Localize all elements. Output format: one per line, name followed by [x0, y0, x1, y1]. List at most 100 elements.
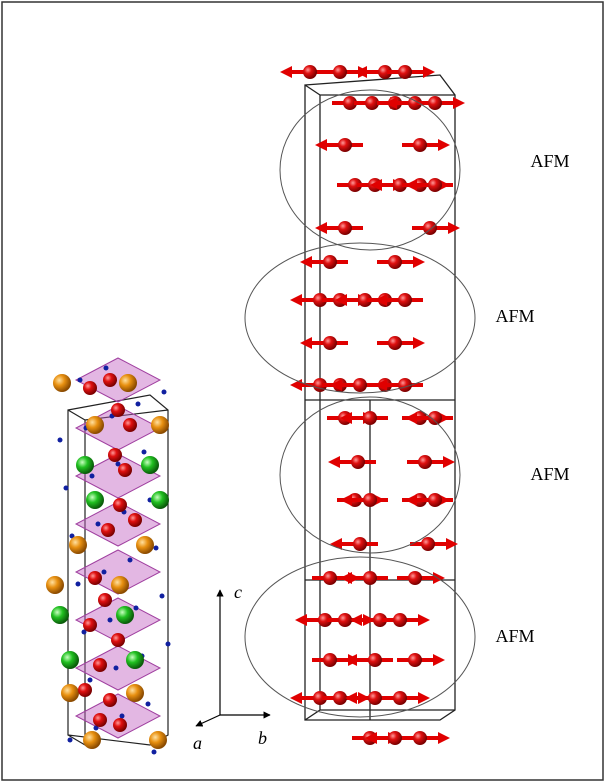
atom — [351, 455, 365, 469]
atom — [338, 138, 352, 152]
spin-head — [405, 412, 417, 424]
atom — [93, 713, 107, 727]
oxygen — [89, 473, 95, 479]
atom — [53, 374, 71, 392]
oxygen — [161, 389, 167, 395]
atom — [313, 691, 327, 705]
axis-label: c — [234, 582, 242, 602]
spin — [375, 378, 423, 392]
atom — [373, 613, 387, 627]
spin-head — [295, 614, 307, 626]
atom — [413, 731, 427, 745]
afm-label: AFM — [530, 151, 569, 171]
atom — [128, 513, 142, 527]
atom — [348, 178, 362, 192]
spin-head — [405, 179, 417, 191]
spin — [300, 336, 348, 350]
atom — [353, 378, 367, 392]
spin-head — [290, 294, 302, 306]
atom — [365, 96, 379, 110]
atom — [428, 96, 442, 110]
atom — [113, 718, 127, 732]
atom — [413, 138, 427, 152]
spin — [345, 653, 393, 667]
oxygen — [95, 521, 101, 527]
atom — [151, 491, 169, 509]
oxygen — [87, 677, 93, 683]
spin-head — [418, 614, 430, 626]
atom — [111, 576, 129, 594]
atom — [123, 418, 137, 432]
spin — [410, 537, 458, 551]
atom — [126, 684, 144, 702]
oxygen — [127, 557, 133, 563]
atom — [323, 255, 337, 269]
atom — [428, 411, 442, 425]
spin — [315, 138, 363, 152]
atom — [323, 653, 337, 667]
atom — [98, 593, 112, 607]
atom — [86, 491, 104, 509]
atom — [338, 613, 352, 627]
oxygen — [151, 749, 157, 755]
spin-head — [330, 538, 342, 550]
oxygen — [103, 365, 109, 371]
atom — [69, 536, 87, 554]
atom — [408, 653, 422, 667]
atom — [101, 523, 115, 537]
crystal-structure — [46, 357, 171, 755]
axis-label: b — [258, 728, 267, 748]
spin — [402, 731, 450, 745]
atom — [418, 455, 432, 469]
spin — [382, 613, 430, 627]
spin — [328, 455, 376, 469]
spin-head — [330, 379, 342, 391]
afm-label: AFM — [495, 306, 534, 326]
oxygen — [145, 701, 151, 707]
spin-head — [385, 97, 397, 109]
atom — [46, 576, 64, 594]
spin-head — [350, 614, 362, 626]
oxygen — [119, 713, 125, 719]
atom — [83, 731, 101, 749]
spin-head — [405, 494, 417, 506]
atom — [93, 658, 107, 672]
atom — [83, 618, 97, 632]
atom — [393, 178, 407, 192]
atom — [78, 683, 92, 697]
atom — [318, 613, 332, 627]
spin — [377, 336, 425, 350]
atom — [303, 65, 317, 79]
spin — [300, 255, 348, 269]
unit-cell — [67, 394, 169, 747]
spin-head — [355, 66, 367, 78]
spin — [405, 493, 453, 507]
atom — [113, 498, 127, 512]
spin — [397, 653, 445, 667]
atom — [111, 633, 125, 647]
atom — [398, 65, 412, 79]
atom — [363, 493, 377, 507]
atom — [151, 416, 169, 434]
atom — [108, 448, 122, 462]
spin — [377, 255, 425, 269]
atom — [428, 178, 442, 192]
oxygen — [77, 377, 83, 383]
atom — [393, 613, 407, 627]
atom — [408, 571, 422, 585]
atom — [421, 537, 435, 551]
oxygen — [69, 533, 75, 539]
atom — [141, 456, 159, 474]
spin — [402, 138, 450, 152]
spin — [405, 178, 453, 192]
atom — [388, 731, 402, 745]
atom — [333, 65, 347, 79]
spin — [280, 65, 328, 79]
spin-head — [433, 572, 445, 584]
atom — [378, 65, 392, 79]
atom — [116, 606, 134, 624]
atom — [388, 336, 402, 350]
atom — [119, 374, 137, 392]
atom — [338, 221, 352, 235]
